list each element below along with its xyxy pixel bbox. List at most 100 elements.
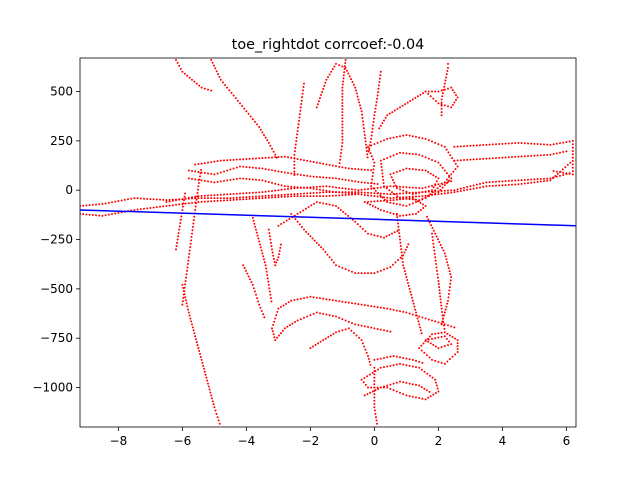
scatter-point bbox=[268, 290, 271, 293]
scatter-point bbox=[447, 299, 449, 302]
scatter-point bbox=[381, 169, 383, 172]
scatter-point bbox=[303, 186, 305, 189]
scatter-point bbox=[456, 339, 459, 342]
scatter-point bbox=[389, 193, 392, 196]
scatter-point bbox=[536, 154, 539, 157]
scatter-point bbox=[371, 390, 374, 393]
scatter-point bbox=[272, 254, 275, 257]
scatter-point bbox=[432, 186, 435, 189]
scatter-point bbox=[302, 86, 305, 89]
scatter-point bbox=[223, 170, 225, 173]
scatter-point bbox=[272, 257, 275, 260]
scatter-point bbox=[371, 127, 374, 130]
scatter-point bbox=[398, 232, 401, 235]
scatter-point bbox=[504, 184, 507, 187]
scatter-point bbox=[392, 136, 395, 139]
scatter-point bbox=[472, 184, 475, 187]
scatter-point bbox=[379, 186, 382, 189]
scatter-point bbox=[315, 191, 318, 194]
scatter-point bbox=[296, 186, 299, 189]
scatter-point bbox=[389, 266, 392, 269]
scatter-point bbox=[306, 192, 309, 195]
scatter-point bbox=[445, 172, 448, 175]
scatter-point bbox=[196, 188, 199, 191]
scatter-point bbox=[203, 194, 206, 197]
scatter-point bbox=[267, 168, 270, 171]
scatter-point bbox=[207, 88, 209, 91]
scatter-point bbox=[317, 244, 320, 247]
scatter-point bbox=[437, 102, 440, 105]
scatter-point bbox=[223, 199, 225, 202]
scatter-point bbox=[397, 259, 400, 262]
scatter-point bbox=[212, 403, 215, 406]
scatter-point bbox=[197, 197, 200, 200]
scatter-point bbox=[450, 180, 453, 183]
scatter-point bbox=[392, 389, 395, 392]
scatter-point bbox=[434, 100, 437, 103]
scatter-point bbox=[405, 152, 408, 155]
scatter-point bbox=[211, 61, 214, 64]
scatter-point bbox=[206, 379, 209, 382]
scatter-point bbox=[366, 375, 369, 378]
scatter-point bbox=[382, 182, 385, 185]
scatter-point bbox=[373, 406, 376, 409]
scatter-point bbox=[91, 214, 94, 217]
scatter-point bbox=[408, 191, 411, 194]
scatter-point bbox=[440, 346, 443, 349]
scatter-point bbox=[215, 412, 218, 415]
scatter-point bbox=[379, 386, 382, 389]
scatter-point bbox=[386, 386, 389, 389]
scatter-point bbox=[311, 237, 314, 240]
scatter-point bbox=[373, 383, 376, 386]
scatter-point bbox=[367, 326, 369, 329]
scatter-point bbox=[370, 191, 373, 194]
scatter-point bbox=[232, 196, 235, 199]
scatter-point bbox=[200, 197, 203, 200]
scatter-point bbox=[520, 182, 523, 185]
scatter-point bbox=[393, 231, 396, 234]
scatter-point bbox=[445, 258, 448, 261]
scatter-point bbox=[293, 163, 296, 166]
scatter-point bbox=[325, 78, 328, 81]
scatter-point bbox=[351, 80, 354, 83]
scatter-point bbox=[555, 142, 558, 145]
scatter-point bbox=[301, 96, 304, 99]
scatter-point bbox=[434, 259, 437, 262]
scatter-point bbox=[450, 325, 453, 328]
scatter-point bbox=[364, 140, 367, 143]
scatter-point bbox=[392, 354, 395, 357]
scatter-point bbox=[325, 195, 328, 198]
scatter-point bbox=[527, 178, 529, 181]
scatter-point bbox=[325, 298, 328, 301]
scatter-point bbox=[400, 251, 403, 254]
scatter-point bbox=[267, 196, 270, 199]
scatter-point bbox=[507, 183, 510, 186]
scatter-point bbox=[287, 171, 289, 174]
scatter-point bbox=[479, 144, 481, 147]
scatter-point bbox=[409, 290, 412, 293]
scatter-point bbox=[235, 196, 238, 199]
scatter-point bbox=[363, 193, 366, 196]
scatter-point bbox=[401, 257, 404, 260]
scatter-point bbox=[319, 195, 321, 198]
y-tick-label: −1000 bbox=[32, 381, 73, 395]
scatter-point bbox=[192, 219, 195, 222]
scatter-point bbox=[530, 181, 533, 184]
scatter-point bbox=[207, 180, 209, 183]
scatter-point bbox=[447, 267, 450, 270]
scatter-point bbox=[232, 158, 235, 161]
scatter-point bbox=[324, 251, 327, 254]
scatter-point bbox=[408, 358, 411, 361]
scatter-point bbox=[216, 416, 219, 419]
y-tick-label: −500 bbox=[40, 282, 73, 296]
scatter-point bbox=[279, 306, 282, 309]
scatter-point bbox=[437, 191, 440, 194]
scatter-point bbox=[373, 110, 376, 113]
scatter-point bbox=[391, 178, 394, 181]
scatter-point bbox=[402, 214, 405, 217]
scatter-point bbox=[418, 168, 421, 171]
scatter-point bbox=[258, 179, 261, 182]
scatter-point bbox=[235, 158, 238, 161]
scatter-point bbox=[283, 171, 286, 174]
scatter-point bbox=[421, 187, 424, 190]
